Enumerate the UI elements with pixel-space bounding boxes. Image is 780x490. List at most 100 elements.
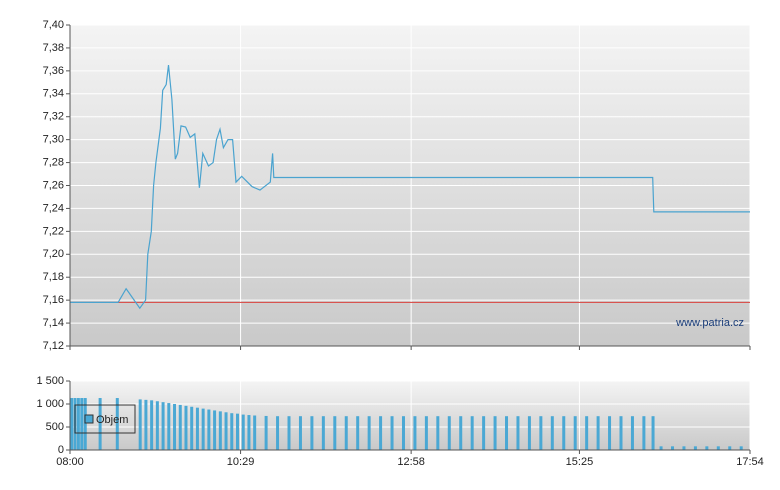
volume-bar: [247, 415, 251, 450]
volume-bar: [659, 446, 663, 450]
volume-bar: [596, 416, 600, 450]
y-tick-label: 7,14: [43, 317, 64, 329]
volume-bar: [401, 416, 405, 450]
volume-bar: [70, 398, 73, 450]
y-tick-label: 0: [58, 444, 64, 456]
volume-bar: [298, 416, 302, 450]
volume-bar: [150, 400, 154, 450]
volume-bar: [167, 403, 171, 450]
volume-bar: [80, 398, 84, 450]
volume-bar: [390, 416, 394, 450]
x-tick-label: 08:00: [56, 456, 84, 468]
volume-bar: [739, 446, 743, 450]
volume-bar: [562, 416, 566, 450]
volume-bar: [218, 411, 222, 450]
volume-bar: [705, 446, 709, 450]
volume-bar: [144, 399, 148, 450]
volume-bar: [207, 409, 211, 450]
volume-bar: [76, 398, 80, 450]
volume-bar: [424, 416, 428, 450]
volume-bar: [195, 407, 199, 450]
volume-bar: [201, 408, 205, 450]
volume-bar: [253, 415, 257, 450]
volume-bar: [671, 446, 675, 450]
volume-bar: [550, 416, 554, 450]
volume-bar: [367, 416, 371, 450]
y-tick-label: 1 500: [36, 375, 64, 387]
volume-bar: [264, 415, 268, 450]
y-tick-label: 7,12: [43, 340, 64, 352]
volume-bar: [173, 404, 177, 450]
volume-bar: [241, 414, 245, 450]
x-tick-label: 10:29: [227, 456, 255, 468]
y-tick-label: 7,40: [43, 19, 64, 31]
volume-bar: [213, 410, 217, 450]
y-tick-label: 7,38: [43, 42, 64, 54]
volume-bar: [356, 416, 360, 450]
volume-bar: [527, 416, 531, 450]
price-line: [70, 65, 750, 310]
volume-bar: [321, 416, 325, 450]
volume-bar: [287, 416, 291, 450]
y-tick-label: 7,34: [43, 88, 64, 100]
volume-bar: [235, 413, 239, 450]
y-tick-label: 7,18: [43, 271, 64, 283]
volume-bar: [115, 398, 119, 450]
volume-bar: [379, 416, 383, 450]
x-tick-label: 12:58: [397, 456, 425, 468]
volume-bar: [184, 405, 188, 450]
volume-bar: [310, 416, 314, 450]
volume-bar: [98, 398, 102, 450]
volume-bar: [178, 404, 182, 450]
volume-bar: [693, 446, 697, 450]
volume-bar: [230, 413, 234, 450]
volume-bar: [716, 446, 720, 450]
volume-bar: [436, 416, 440, 450]
volume-bar: [276, 416, 280, 450]
x-tick-label: 17:54: [736, 456, 764, 468]
y-tick-label: 7,22: [43, 225, 64, 237]
y-tick-label: 7,24: [43, 202, 64, 214]
y-tick-label: 1 000: [36, 398, 64, 410]
y-tick-label: 7,26: [43, 179, 64, 191]
volume-bar: [459, 416, 463, 450]
volume-bar: [608, 416, 612, 450]
volume-bar: [190, 406, 194, 450]
volume-bar: [344, 416, 348, 450]
volume-bar: [155, 401, 159, 450]
volume-bar: [539, 416, 543, 450]
y-tick-label: 7,32: [43, 111, 64, 123]
volume-bar: [585, 416, 589, 450]
volume-bar: [516, 416, 520, 450]
volume-bar: [224, 412, 228, 450]
legend-box: [74, 404, 136, 434]
volume-bar: [651, 416, 655, 450]
watermark: www.patria.cz: [675, 317, 744, 329]
volume-bar: [493, 416, 497, 450]
volume-bar: [138, 399, 142, 450]
legend-label: Objem: [96, 414, 128, 426]
volume-bar: [630, 416, 634, 450]
volume-bar: [682, 446, 686, 450]
volume-bar: [642, 416, 646, 450]
volume-bar: [83, 398, 87, 450]
legend-swatch: [84, 414, 94, 424]
y-tick-label: 7,36: [43, 65, 64, 77]
volume-bar: [447, 416, 451, 450]
plot-background: [70, 381, 750, 450]
volume-bar: [161, 402, 165, 450]
volume-bar: [470, 416, 474, 450]
volume-bar: [333, 416, 337, 450]
y-tick-label: 7,30: [43, 134, 64, 146]
y-tick-label: 500: [46, 421, 64, 433]
y-tick-label: 7,20: [43, 248, 64, 260]
volume-bar: [505, 416, 509, 450]
x-tick-label: 15:25: [566, 456, 594, 468]
volume-bar: [619, 416, 623, 450]
y-tick-label: 7,16: [43, 294, 64, 306]
y-tick-label: 7,28: [43, 156, 64, 168]
volume-bar: [413, 416, 417, 450]
volume-bar: [482, 416, 486, 450]
volume-bar: [728, 446, 732, 450]
